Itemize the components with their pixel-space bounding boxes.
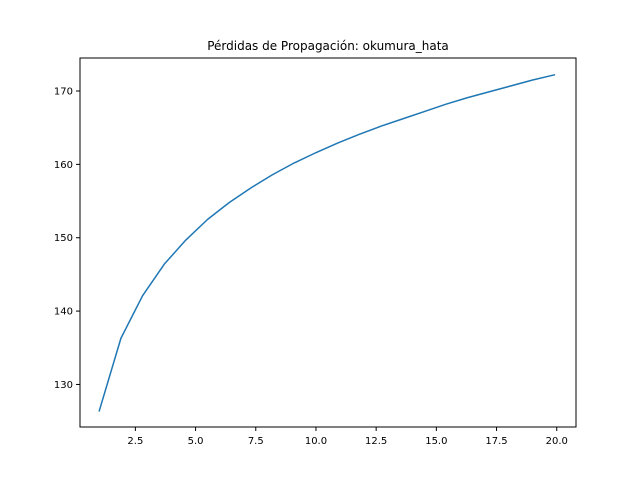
x-tick-label: 20.0 bbox=[546, 436, 568, 447]
plot-area bbox=[98, 73, 556, 412]
y-tick-label: 170 bbox=[54, 87, 73, 98]
x-tick-label: 2.5 bbox=[127, 436, 143, 447]
y-axis-ticks: 130 140 150 160 170 bbox=[54, 87, 80, 391]
x-tick-label: 12.5 bbox=[365, 436, 387, 447]
chart-title: Pérdidas de Propagación: okumura_hata bbox=[207, 39, 449, 53]
y-tick-label: 130 bbox=[54, 380, 73, 391]
plot-frame bbox=[79, 57, 577, 428]
x-axis-ticks: 2.5 5.0 7.5 10.0 12.5 15.0 17.5 20.0 bbox=[127, 427, 568, 447]
x-tick-label: 5.0 bbox=[188, 436, 204, 447]
series-line bbox=[98, 73, 556, 412]
x-tick-label: 7.5 bbox=[248, 436, 264, 447]
x-tick-label: 17.5 bbox=[485, 436, 507, 447]
y-tick-label: 140 bbox=[54, 307, 73, 318]
x-tick-label: 15.0 bbox=[425, 436, 447, 447]
y-tick-label: 150 bbox=[54, 233, 73, 244]
x-tick-label: 10.0 bbox=[305, 436, 327, 447]
y-tick-label: 160 bbox=[54, 160, 73, 171]
